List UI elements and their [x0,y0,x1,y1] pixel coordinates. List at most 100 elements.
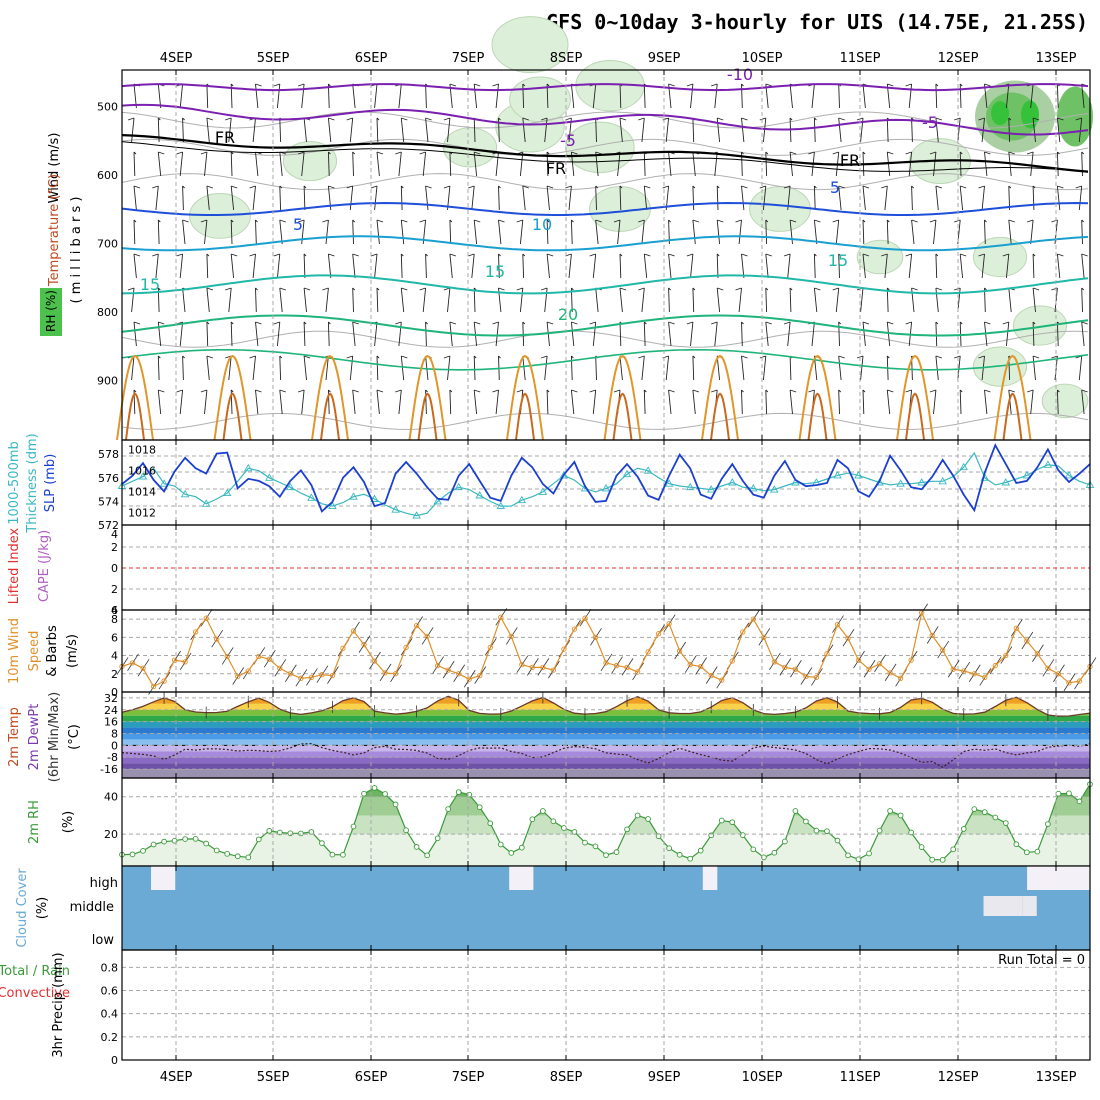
wind-barb [738,219,742,245]
wind-barb [1030,83,1034,109]
warm-contour [993,354,1032,441]
wind-barb-flag [498,253,501,257]
wind-speed-point [519,662,525,668]
wind-barb [570,389,575,415]
wind-barb-flag [127,287,135,291]
wind-barb-flag [127,117,135,121]
wind-barb [447,287,451,313]
thickness-point [433,497,442,505]
wind-barb-flag [133,321,141,325]
wind-speed-point [319,672,325,678]
wind-barb-flag [954,355,961,359]
wind-speed-point [266,656,272,662]
wind-barb-flag [498,219,505,223]
wind-barb-flag [425,253,428,257]
wind-barb-flag [158,151,165,155]
rh-point [981,809,988,815]
wind-barb [519,287,524,313]
wind-barb [1078,185,1083,211]
wind-barb [741,117,745,143]
wind-barb [400,287,405,313]
precip-panel: 0.8 0.6 0.4 0.2 0 Run Total = 0 [101,949,1091,1067]
precip-tick-label: 0.4 [101,1008,119,1021]
wind-barb-flag [613,389,621,393]
rh-point [350,823,357,830]
wind-barb-flag [978,117,985,121]
wind-barb [179,321,184,347]
wind-barb [279,389,283,415]
wind-barb-flag [546,151,550,155]
wind-barb-flag [662,185,669,189]
wind-barb [303,355,307,381]
label-cape: CAPE (J/kg) [37,530,52,602]
rh-point [203,840,210,847]
rh-point [645,816,651,822]
wind-barb-flag [783,321,791,325]
wind-barb [221,647,234,665]
wind-barb-flag [279,389,286,393]
wind-barb [886,219,889,245]
rh-band-top [122,784,1090,797]
wind-barb-flag [595,219,602,223]
wind-barb-flag [328,117,335,121]
wind-barb-flag [765,219,769,223]
wind-speed-point [150,683,157,690]
wind-barb-flag [959,151,963,155]
wind-speed-point [655,631,662,637]
wind-barb-flag [619,185,623,189]
thickness-tick-label: 576 [98,472,119,485]
wind-barb-flag [400,253,404,257]
temp-band [122,709,1090,716]
rh-point [739,832,746,838]
panel-labels: Wind (m/s)Temperature (°C) RH (%) ( m i l … [0,133,84,1058]
rh-point [508,850,515,856]
wind-barb [519,151,524,177]
rh-point [729,819,736,826]
wind-barb [279,117,282,143]
wind-barb [327,117,332,143]
date-label-bottom: 9SEP [648,1070,681,1085]
wind-barb-flag [711,389,718,393]
wind-barb-flag [376,389,384,393]
wind-barb-flag [984,389,991,393]
wind-barb [617,151,621,177]
wind-barb-flag [978,253,985,257]
rh-point [403,827,409,834]
wind-barb-flag [346,117,353,121]
isotherm [121,348,1089,371]
wind-barb [1008,117,1011,143]
wind-barb [765,253,769,279]
wind-barb [665,117,670,143]
rh-contour [121,412,1089,430]
wind-barb-flag [862,219,866,223]
wind-barb [453,664,466,682]
wind-barb [398,321,402,347]
wind-barb-flag [468,185,475,189]
temp-tick-label: -8 [107,751,118,764]
wind-barb [765,389,768,415]
wind-speed-point [466,676,472,682]
wind-barb-flag [206,253,210,257]
wind-barb [425,253,427,279]
wind-barb [498,219,502,245]
chart-title: GFS 0~10day 3-hourly for UIS (14.75E, 21… [546,10,1088,34]
wind-barb [157,83,162,109]
wind-barb-flag [978,355,985,359]
wind-barb [769,652,781,671]
wind-barb-flag [200,389,208,393]
wind-barb-flag [546,185,554,189]
wind-barb-flag [540,117,548,121]
wind-barb [252,355,256,381]
wind-speed-point [445,667,451,673]
wind-barb-flag [279,185,283,189]
thickness-tick-label: 578 [98,448,119,461]
rh-point [824,828,830,835]
wind-speed-point [624,664,630,671]
wind-barb [522,253,525,279]
wind-barb [400,219,405,245]
wind-barb-flag [1051,355,1058,359]
wind-barb-flag [741,151,744,155]
wind-barb [473,117,476,143]
rh-point [298,830,304,837]
wind-barb [157,321,162,347]
